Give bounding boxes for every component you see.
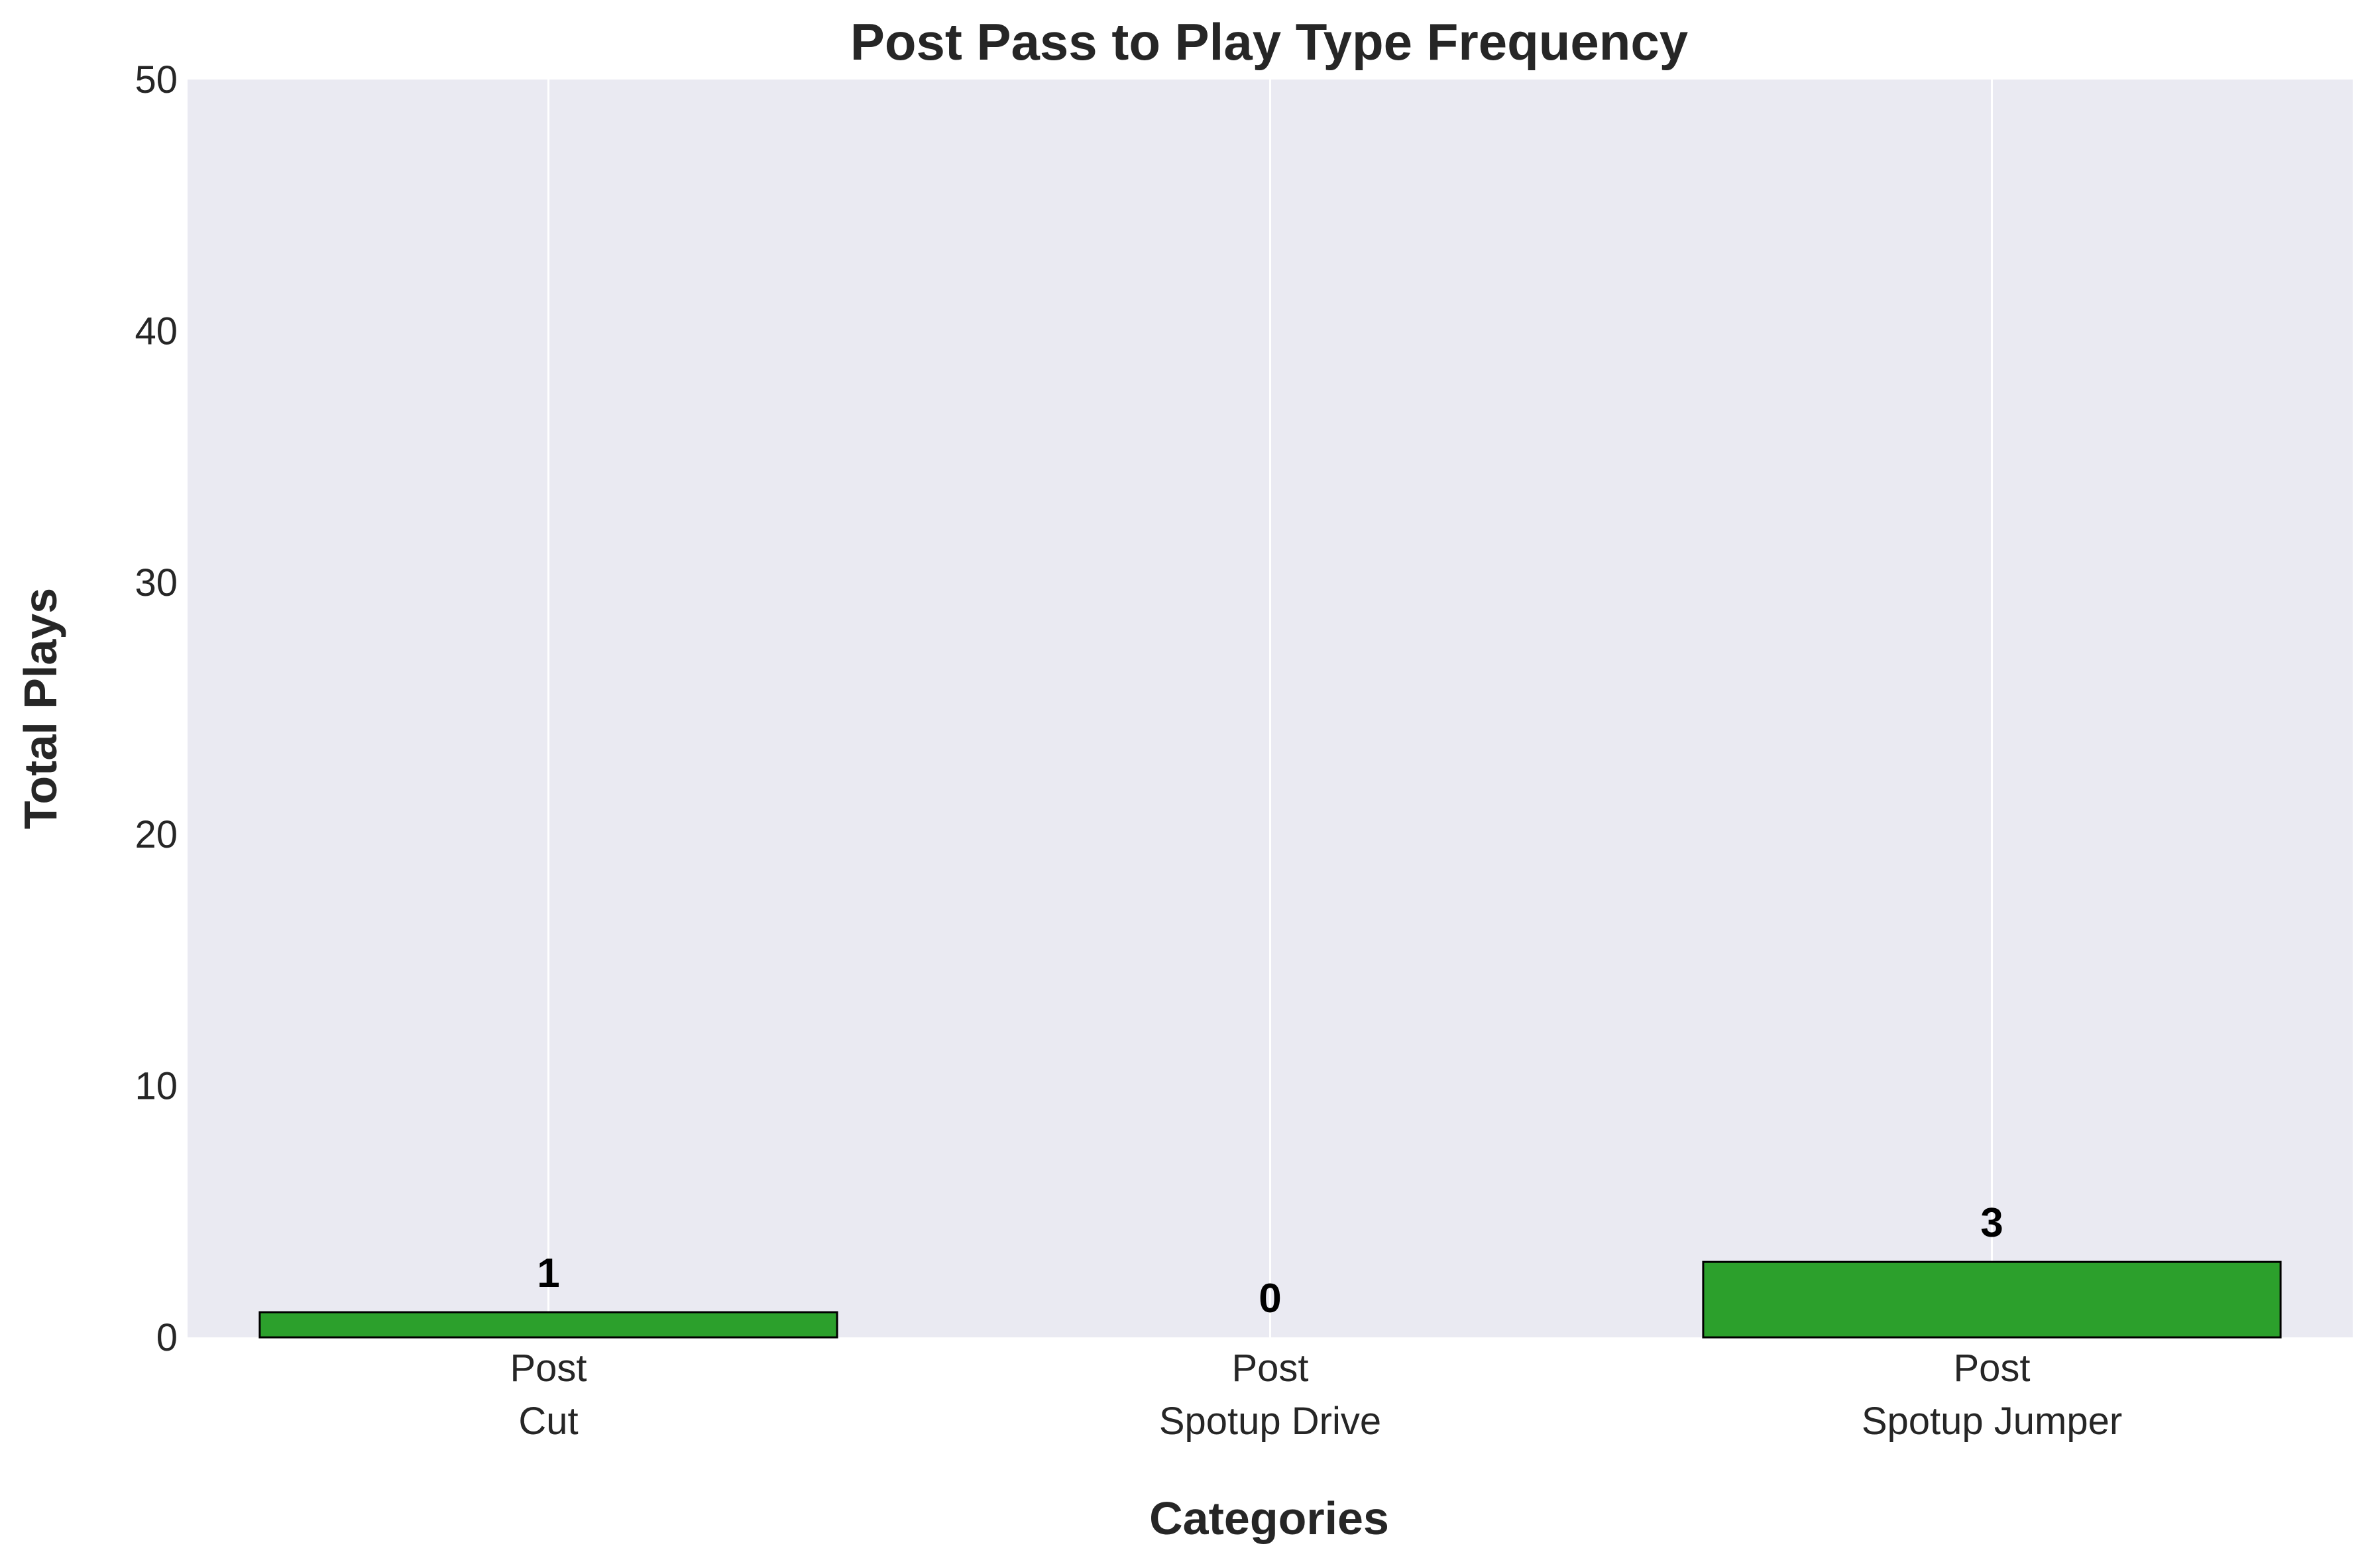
data-label: 0 <box>1259 1276 1281 1321</box>
y-tick-label: 30 <box>135 561 178 604</box>
x-tick-label: Post Spotup Jumper <box>1862 1347 2122 1443</box>
x-tick-label-line: Post <box>1953 1347 2030 1390</box>
chart-title: Post Pass to Play Type Frequency <box>850 13 1688 71</box>
data-label: 3 <box>1980 1200 2003 1246</box>
x-tick-label-line: Post <box>1231 1347 1308 1390</box>
bars <box>258 1260 2282 1339</box>
grid-lines <box>547 80 1993 1337</box>
x-tick-label-line: Spotup Drive <box>1159 1400 1381 1443</box>
x-tick-label: Post Spotup Drive <box>1159 1347 1381 1443</box>
bar <box>258 1311 838 1339</box>
bar <box>1702 1260 2282 1339</box>
x-tick-label: Post Cut <box>510 1347 587 1443</box>
x-axis-ticks: Post Cut Post Spotup Drive Post Spotup Jumper <box>510 1347 2122 1443</box>
y-tick-label: 40 <box>135 310 178 353</box>
data-labels: 1 0 3 <box>537 1200 2003 1321</box>
x-tick-label-line: Post <box>510 1347 587 1390</box>
y-tick-label: 10 <box>135 1064 178 1107</box>
x-axis-label: Categories <box>1149 1492 1389 1544</box>
y-tick-label: 0 <box>156 1316 178 1359</box>
y-tick-label: 20 <box>135 813 178 856</box>
y-tick-label: 50 <box>135 58 178 101</box>
x-tick-label-line: Cut <box>518 1400 578 1443</box>
y-axis-ticks: 0 10 20 30 40 50 <box>135 58 178 1359</box>
x-tick-label-line: Spotup Jumper <box>1862 1400 2122 1443</box>
data-label: 1 <box>537 1251 559 1296</box>
y-axis-label: Total Plays <box>15 588 66 829</box>
